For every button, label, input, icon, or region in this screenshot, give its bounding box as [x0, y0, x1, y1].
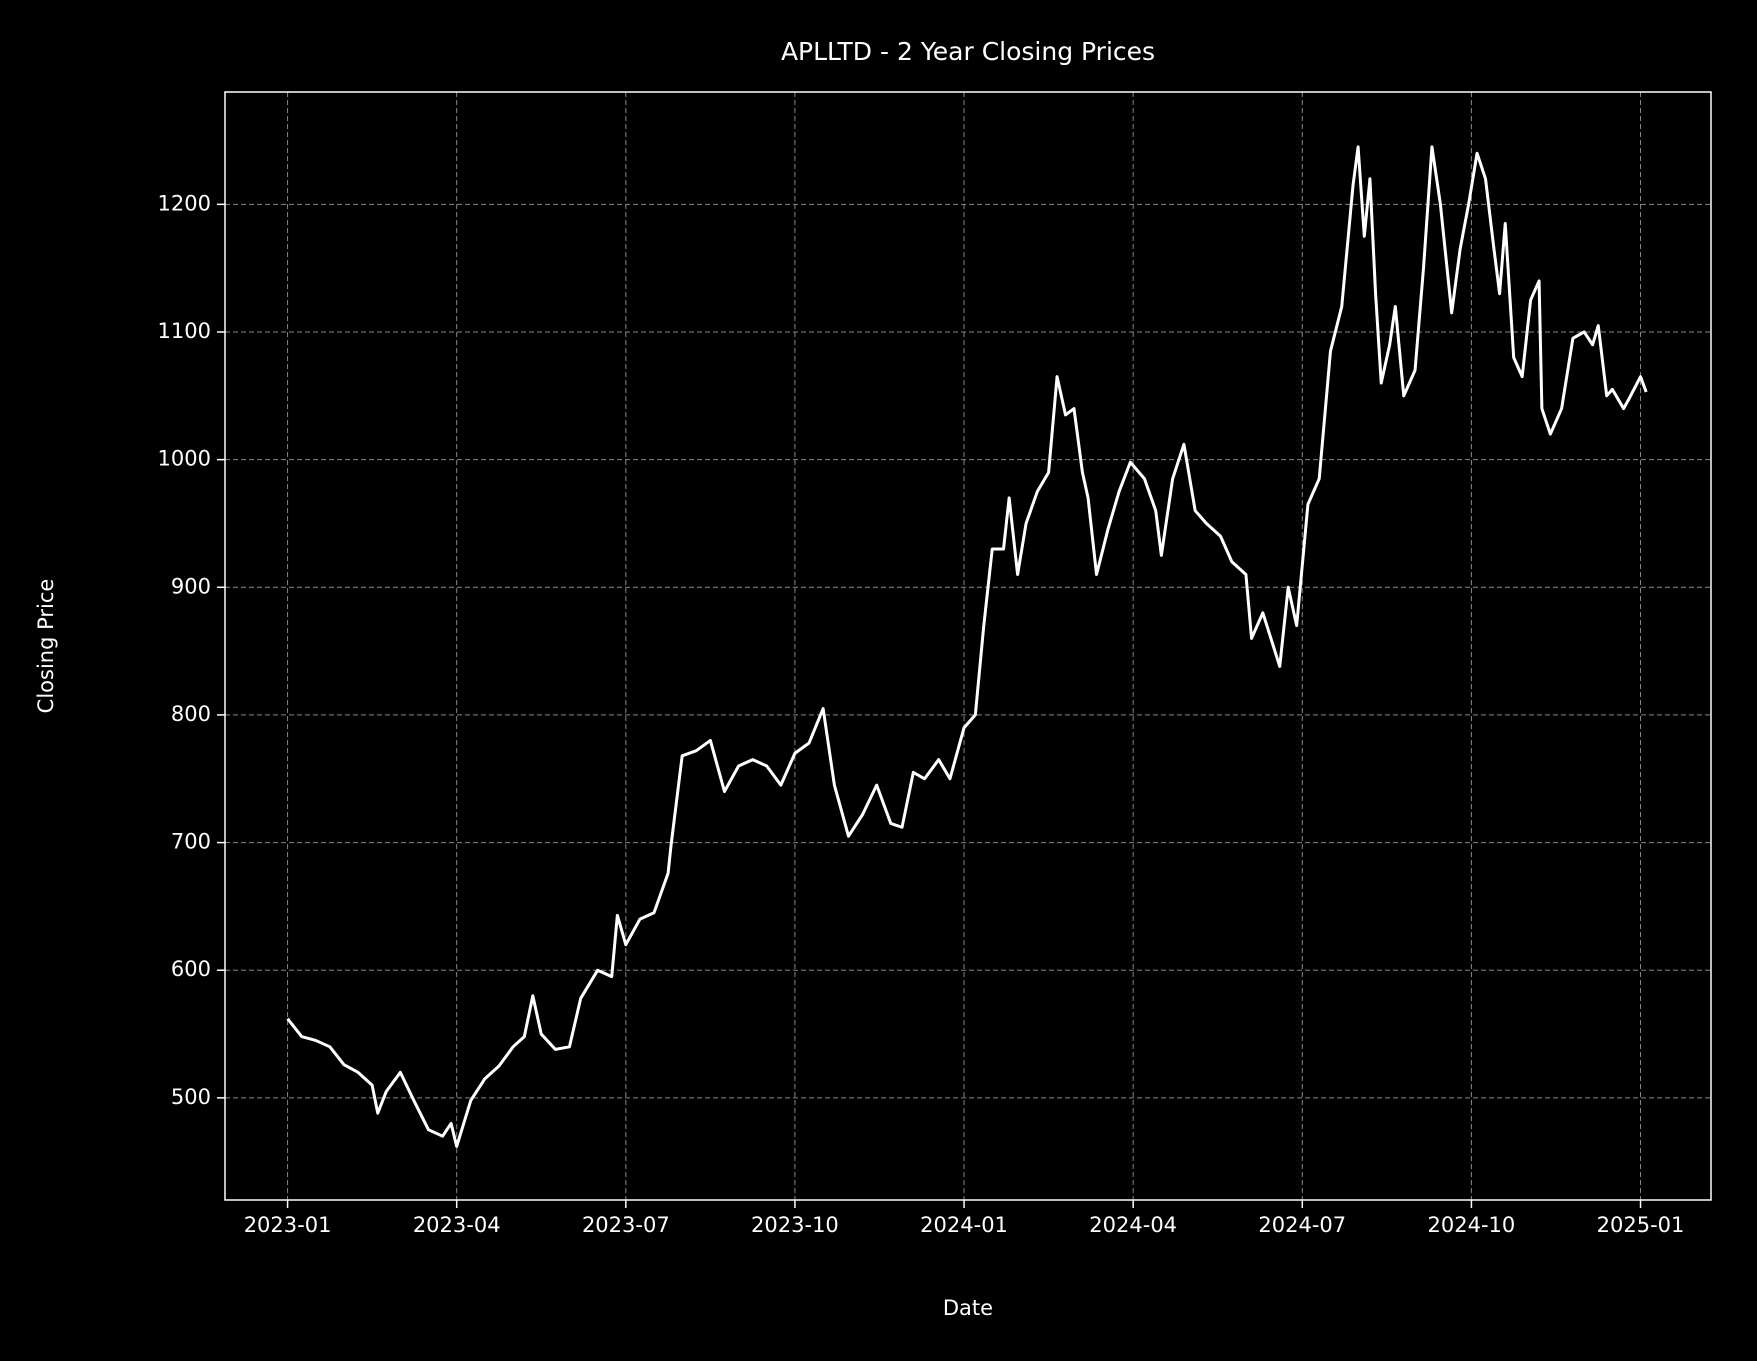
y-tick-label: 700 [171, 830, 211, 854]
y-tick-label: 500 [171, 1085, 211, 1109]
y-tick-label: 900 [171, 574, 211, 598]
x-tick-label: 2023-04 [413, 1213, 501, 1237]
y-tick-label: 1100 [158, 319, 211, 343]
y-tick-label: 800 [171, 702, 211, 726]
y-tick-label: 600 [171, 957, 211, 981]
x-tick-label: 2023-07 [582, 1213, 670, 1237]
plot-frame [224, 91, 1712, 1201]
x-tick-label: 2024-07 [1258, 1213, 1346, 1237]
x-tick-label: 2024-10 [1428, 1213, 1516, 1237]
chart-title: APLLTD - 2 Year Closing Prices [781, 37, 1155, 66]
x-tick-label: 2023-01 [244, 1213, 332, 1237]
x-tick-label: 2023-10 [751, 1213, 839, 1237]
x-tick-label: 2024-01 [920, 1213, 1008, 1237]
y-tick-label: 1200 [158, 191, 211, 215]
y-axis-label: Closing Price [34, 579, 58, 714]
x-tick-label: 2025-01 [1597, 1213, 1685, 1237]
y-tick-label: 1000 [158, 447, 211, 471]
x-axis-label: Date [943, 1296, 993, 1320]
price-line [286, 145, 1648, 1148]
x-tick-label: 2024-04 [1089, 1213, 1177, 1237]
